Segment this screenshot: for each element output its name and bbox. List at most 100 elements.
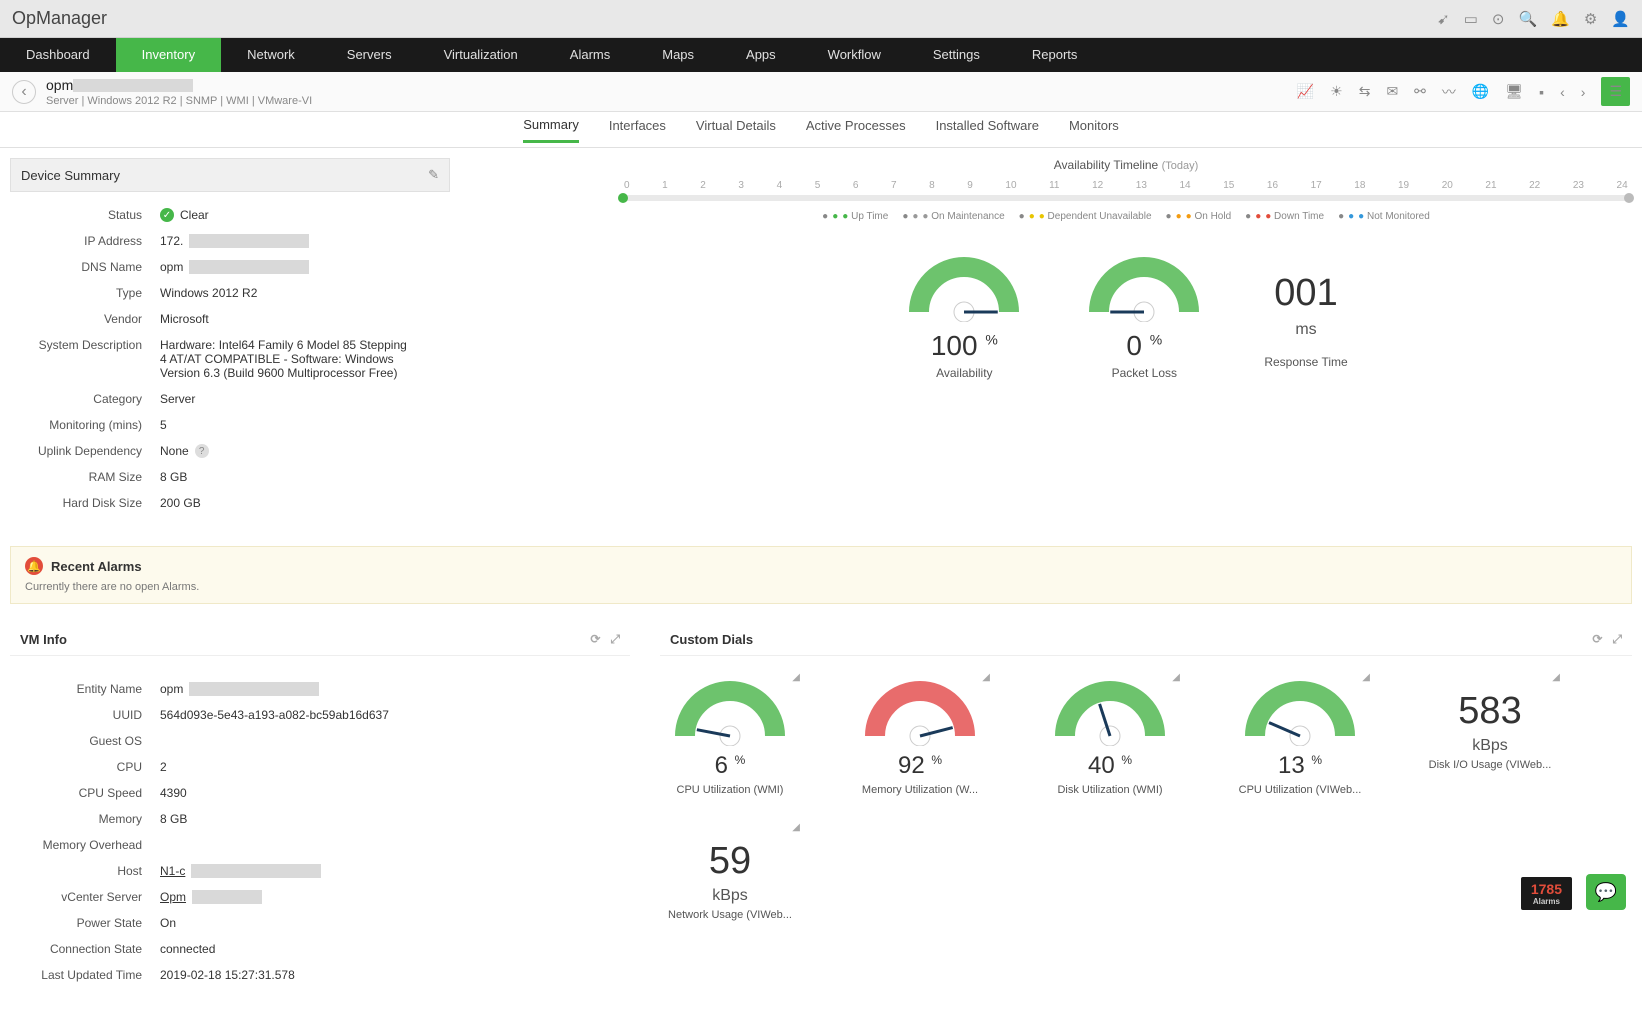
label-uplink: Uplink Dependency: [10, 444, 160, 458]
tab-summary[interactable]: Summary: [523, 117, 579, 143]
dial-3: ◢13 %CPU Utilization (VIWeb...: [1230, 676, 1370, 796]
label-monitoring: Monitoring (mins): [10, 418, 160, 432]
sub-tabs: Summary Interfaces Virtual Details Active P…: [0, 112, 1642, 148]
nav-reports[interactable]: Reports: [1006, 38, 1104, 72]
recent-alarms-title: Recent Alarms: [51, 559, 142, 574]
app-logo: OpManager: [12, 8, 1437, 29]
menu-button[interactable]: ☰: [1601, 77, 1630, 106]
nav-maps[interactable]: Maps: [636, 38, 720, 72]
alarm-bell-icon: 🔔: [25, 557, 43, 575]
value-memory: 8 GB: [160, 812, 630, 826]
tab-active-processes[interactable]: Active Processes: [806, 118, 906, 141]
value-type: Windows 2012 R2: [160, 286, 450, 300]
device-toolbar: 📈 ☀ ⇆ ✉ ⚯ 〰 🌐 🖥 ▪ ‹ › ☰: [1297, 77, 1630, 106]
mail-icon[interactable]: ✉: [1386, 83, 1398, 100]
tab-monitors[interactable]: Monitors: [1069, 118, 1119, 141]
top-gauges: 100 % Availability 0 % Packet Loss 001 m…: [620, 252, 1632, 380]
alarm-count-badge[interactable]: 1785Alarms: [1521, 877, 1572, 910]
value-ip: 172.: [160, 234, 450, 248]
value-cpuspeed: 4390: [160, 786, 630, 800]
nav-servers[interactable]: Servers: [321, 38, 418, 72]
share-icon[interactable]: ⇆: [1359, 83, 1371, 100]
rocket-icon[interactable]: ➹: [1437, 10, 1450, 28]
value-vcenter[interactable]: Opm: [160, 890, 630, 904]
globe-icon[interactable]: 🌐: [1472, 83, 1489, 100]
dials-grid: ◢6 %CPU Utilization (WMI)◢92 %Memory Uti…: [660, 656, 1632, 941]
wave-icon[interactable]: 〰: [1442, 82, 1456, 102]
chart-icon[interactable]: 📈: [1297, 83, 1314, 100]
headset-icon[interactable]: ⊙: [1492, 10, 1505, 28]
next-icon[interactable]: ›: [1581, 84, 1586, 100]
device-title-block: opm Server | Windows 2012 R2 | SNMP | WM…: [46, 77, 312, 107]
availability-label: Availability: [904, 366, 1024, 380]
dial-5: ◢59kBpsNetwork Usage (VIWeb...: [660, 826, 800, 921]
prev-icon[interactable]: ‹: [1560, 84, 1565, 100]
dial-0: ◢6 %CPU Utilization (WMI): [660, 676, 800, 796]
search-icon[interactable]: 🔍: [1518, 10, 1537, 28]
chat-button[interactable]: 💬: [1586, 874, 1626, 910]
dial-mini-icons[interactable]: ◢: [1552, 672, 1560, 683]
refresh-icon[interactable]: ⟳: [590, 632, 600, 647]
terminal-icon[interactable]: ▪: [1539, 84, 1544, 100]
device-summary-panel: Device Summary ✎ Status✓Clear IP Address…: [10, 158, 450, 526]
nav-apps[interactable]: Apps: [720, 38, 802, 72]
dial-4: ◢583kBpsDisk I/O Usage (VIWeb...: [1420, 676, 1560, 796]
back-button[interactable]: ‹: [12, 80, 36, 104]
label-vcenter: vCenter Server: [10, 890, 160, 904]
status-check-icon: ✓: [160, 208, 174, 222]
label-category: Category: [10, 392, 160, 406]
dial-mini-icons[interactable]: ◢: [982, 672, 990, 683]
monitor-icon[interactable]: ▭: [1464, 10, 1478, 28]
value-entity: opm: [160, 682, 630, 696]
nav-inventory[interactable]: Inventory: [116, 38, 221, 72]
expand-icon[interactable]: ⤢: [610, 632, 620, 647]
gauge-packetloss: 0 % Packet Loss: [1084, 252, 1204, 380]
value-guest: [160, 734, 630, 748]
value-dns: opm: [160, 260, 450, 274]
label-desc: System Description: [10, 338, 160, 380]
refresh-icon[interactable]: ⟳: [1592, 632, 1602, 647]
value-monitoring: 5: [160, 418, 450, 432]
gear-icon[interactable]: ⚙: [1584, 10, 1597, 28]
label-ram: RAM Size: [10, 470, 160, 484]
label-host: Host: [10, 864, 160, 878]
sun-icon[interactable]: ☀: [1330, 83, 1343, 100]
tab-virtual-details[interactable]: Virtual Details: [696, 118, 776, 141]
value-hdd: 200 GB: [160, 496, 450, 510]
user-icon[interactable]: 👤: [1611, 10, 1630, 28]
screen-icon[interactable]: 🖥: [1505, 83, 1523, 100]
vm-info-panel: VM Info ⟳⤢ Entity Nameopm UUID564d093e-5…: [10, 624, 630, 1008]
help-icon[interactable]: ?: [195, 444, 209, 458]
label-updated: Last Updated Time: [10, 968, 160, 982]
label-memory: Memory: [10, 812, 160, 826]
tab-interfaces[interactable]: Interfaces: [609, 118, 666, 141]
gauge-availability: 100 % Availability: [904, 252, 1024, 380]
nav-network[interactable]: Network: [221, 38, 321, 72]
value-host[interactable]: N1-c: [160, 864, 630, 878]
label-type: Type: [10, 286, 160, 300]
label-status: Status: [10, 208, 160, 222]
value-cpu: 2: [160, 760, 630, 774]
dial-mini-icons[interactable]: ◢: [792, 822, 800, 833]
value-updated: 2019-02-18 15:27:31.578: [160, 968, 630, 982]
edit-icon[interactable]: ✎: [428, 167, 439, 183]
value-uplink: None?: [160, 444, 450, 458]
dial-mini-icons[interactable]: ◢: [1172, 672, 1180, 683]
dial-mini-icons[interactable]: ◢: [1362, 672, 1370, 683]
bell-icon[interactable]: 🔔: [1551, 10, 1570, 28]
availability-panel: Availability Timeline (Today) 0123456789…: [470, 158, 1632, 526]
expand-icon[interactable]: ⤢: [1612, 632, 1622, 647]
nav-alarms[interactable]: Alarms: [544, 38, 636, 72]
label-vendor: Vendor: [10, 312, 160, 326]
nav-virtualization[interactable]: Virtualization: [418, 38, 544, 72]
label-memov: Memory Overhead: [10, 838, 160, 852]
link-icon[interactable]: ⚯: [1414, 83, 1426, 100]
custom-dials-header: Custom Dials ⟳⤢: [660, 624, 1632, 656]
dial-mini-icons[interactable]: ◢: [792, 672, 800, 683]
timeline-legend: ● Up Time● On Maintenance● Dependent Una…: [620, 211, 1632, 222]
nav-workflow[interactable]: Workflow: [802, 38, 907, 72]
tab-installed-software[interactable]: Installed Software: [936, 118, 1039, 141]
nav-dashboard[interactable]: Dashboard: [0, 38, 116, 72]
nav-settings[interactable]: Settings: [907, 38, 1006, 72]
main-nav: DashboardInventoryNetworkServersVirtuali…: [0, 38, 1642, 72]
